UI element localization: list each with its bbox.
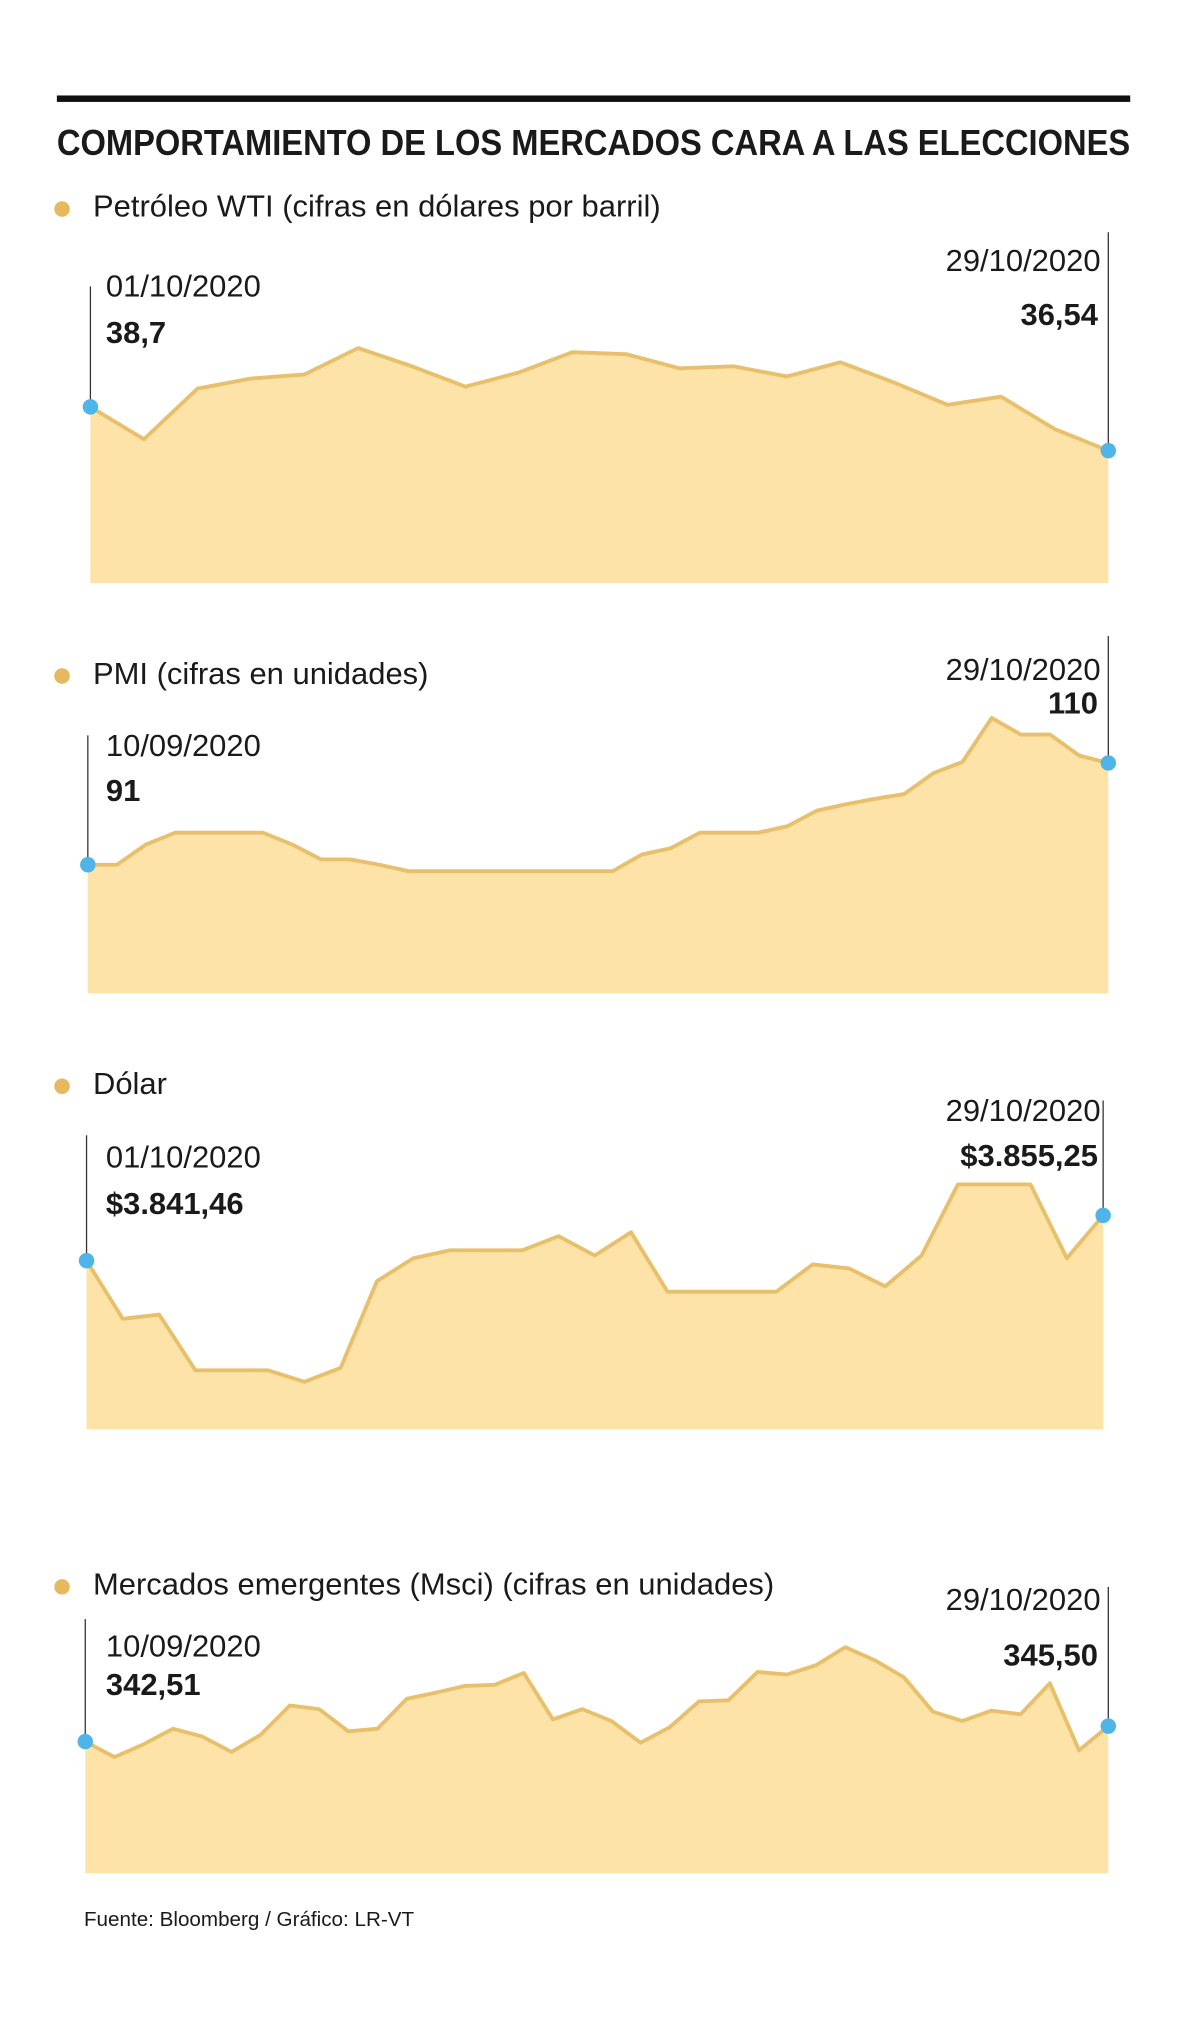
area	[87, 717, 1109, 994]
start-value: 38,7	[106, 315, 166, 350]
marker	[78, 1252, 95, 1269]
area	[86, 1184, 1104, 1430]
start-value: 91	[106, 773, 140, 808]
start-date: 10/09/2020	[106, 1628, 261, 1663]
line	[89, 346, 1110, 453]
start-date: 01/10/2020	[106, 1140, 261, 1175]
marker	[1100, 442, 1117, 459]
end-value: 345,50	[1003, 1638, 1098, 1673]
marker	[1095, 1207, 1111, 1224]
start-date: 01/10/2020	[106, 269, 261, 304]
marker	[1100, 755, 1117, 771]
legend-bullet	[54, 1579, 70, 1595]
end-value: 110	[1048, 685, 1098, 720]
legend-bullet	[54, 201, 70, 217]
marker	[1100, 1718, 1117, 1734]
start-date: 10/09/2020	[106, 728, 261, 763]
source: Fuente: Bloomberg / Gráfico: LR-VT	[84, 1908, 415, 1931]
chart-subtitle: Dólar	[93, 1066, 167, 1101]
legend-bullet	[54, 668, 70, 684]
line	[84, 1645, 1110, 1760]
end-date: 29/10/2020	[946, 1582, 1101, 1617]
end-date: 29/10/2020	[946, 652, 1101, 687]
end-date: 29/10/2020	[946, 243, 1101, 278]
area	[90, 348, 1109, 584]
start-value: $3.841,46	[106, 1186, 244, 1221]
start-value: 342,51	[106, 1667, 201, 1702]
title-bar	[56, 95, 1131, 102]
chart-subtitle: PMI (cifras en unidades)	[93, 656, 428, 691]
main-title: COMPORTAMIENTO DE LOS MERCADOS CARA A LA…	[57, 122, 1130, 163]
chart-subtitle: Mercados emergentes (Msci) (cifras en un…	[93, 1567, 774, 1602]
line	[87, 716, 1109, 874]
legend-bullet	[54, 1078, 70, 1095]
area	[85, 1647, 1109, 1874]
end-value: $3.855,25	[960, 1138, 1098, 1173]
marker	[80, 857, 96, 873]
marker	[82, 399, 99, 415]
chart-subtitle: Petróleo WTI (cifras en dólares por barr…	[93, 189, 661, 224]
end-value: 36,54	[1021, 297, 1099, 332]
line	[84, 1182, 1105, 1384]
end-date: 29/10/2020	[946, 1093, 1101, 1128]
marker	[77, 1733, 93, 1750]
